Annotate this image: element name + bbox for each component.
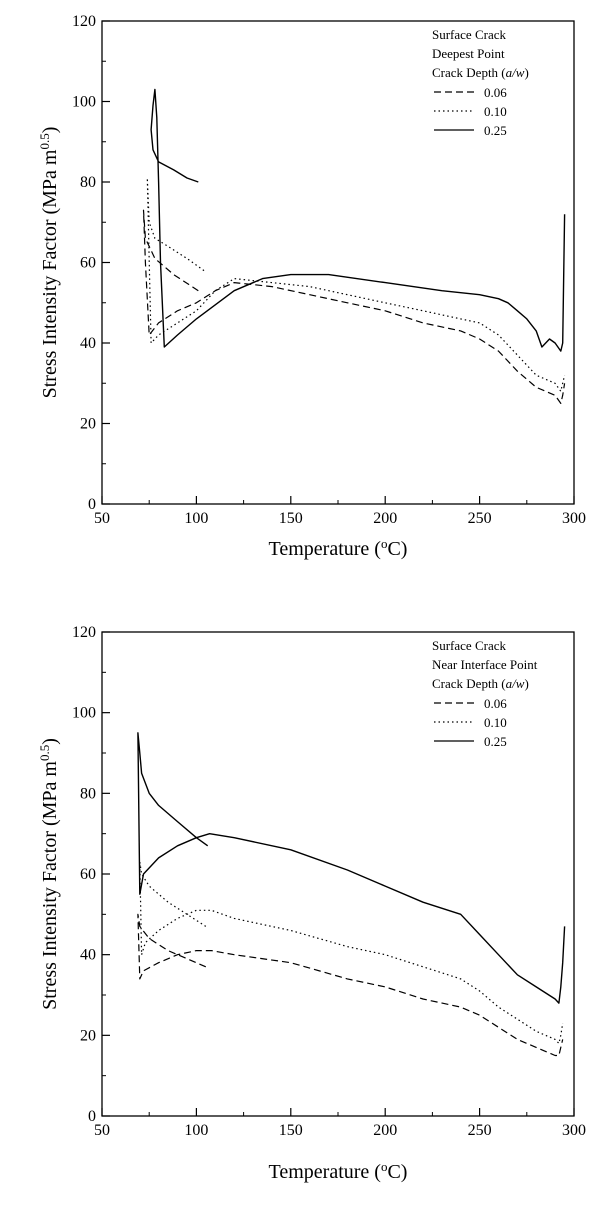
y-tick-label: 120 [72, 624, 96, 641]
y-tick-label: 20 [80, 1027, 96, 1044]
y-tick-label: 40 [80, 335, 96, 352]
y-tick-label: 100 [72, 705, 96, 722]
y-tick-label: 40 [80, 947, 96, 964]
legend-label: 0.10 [484, 715, 507, 730]
legend-heading: Crack Depth (a/w) [432, 65, 529, 80]
legend-label: 0.06 [484, 85, 507, 100]
series-line-0.25 [150, 88, 566, 352]
y-tick-label: 120 [72, 13, 96, 30]
legend-heading: Surface Crack [432, 27, 506, 42]
chart-1: 50 100 150 200 250 300 0 20 40 60 80 100 120 Temperat… [37, 13, 587, 560]
legend-label: 0.25 [484, 734, 507, 749]
y-tick-label: 0 [88, 496, 96, 513]
y-tick-label: 100 [72, 94, 96, 111]
legend-heading: Deepest Point [432, 46, 505, 61]
y-axis-title: Stress Intensity Factor (MPa m0.5) [37, 738, 62, 1010]
legend-label: 0.25 [484, 123, 507, 138]
x-tick-label: 300 [562, 510, 586, 527]
x-tick-label: 250 [468, 1122, 492, 1139]
series-line-0.10 [146, 177, 566, 392]
series-line-0.06 [137, 913, 564, 1057]
y-tick-label: 80 [80, 174, 96, 191]
x-tick-label: 250 [468, 510, 492, 527]
x-tick-label: 200 [373, 510, 397, 527]
x-tick-label: 200 [373, 1122, 397, 1139]
x-tick-label: 100 [184, 510, 208, 527]
x-axis-title: Temperature (oC) [269, 1159, 408, 1184]
x-axis-title: Temperature (oC) [269, 536, 408, 561]
legend-heading: Surface Crack [432, 638, 506, 653]
series-line-0.10 [139, 861, 564, 1044]
y-tick-label: 0 [88, 1108, 96, 1125]
x-tick-label: 150 [279, 510, 303, 527]
legend-heading: Near Interface Point [432, 657, 538, 672]
x-tick-label: 100 [184, 1122, 208, 1139]
y-tick-label: 20 [80, 416, 96, 433]
x-tick-label: 50 [94, 1122, 110, 1139]
legend-heading: Crack Depth (a/w) [432, 676, 529, 691]
x-tick-label: 50 [94, 510, 110, 527]
x-tick-label: 300 [562, 1122, 586, 1139]
legend-label: 0.10 [484, 104, 507, 119]
series-line-0.25 [137, 732, 566, 1004]
y-tick-label: 80 [80, 785, 96, 802]
chart-2: 50 100 150 200 250 300 0 20 40 60 80 100 120 Temperat… [37, 624, 587, 1183]
x-tick-label: 150 [279, 1122, 303, 1139]
y-tick-label: 60 [80, 866, 96, 883]
series-line-0.06 [142, 209, 566, 404]
legend-label: 0.06 [484, 696, 507, 711]
y-tick-label: 60 [80, 255, 96, 272]
y-axis-title: Stress Intensity Factor (MPa m0.5) [37, 127, 62, 399]
